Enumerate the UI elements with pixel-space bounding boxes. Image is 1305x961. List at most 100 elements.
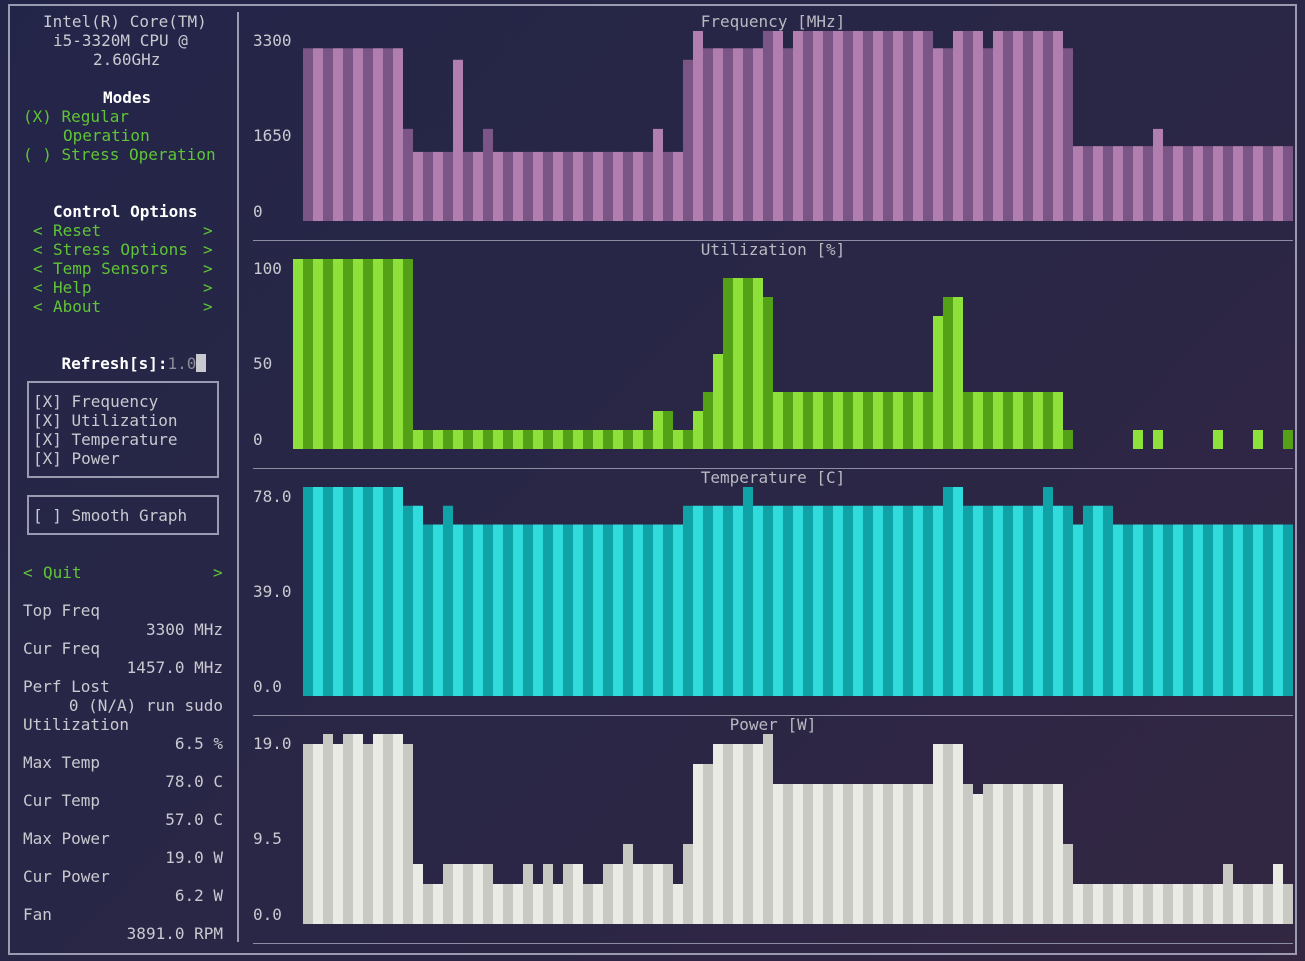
bar: [523, 430, 533, 449]
bar: [533, 430, 543, 449]
bar: [993, 31, 1003, 221]
bar: [773, 392, 783, 449]
bar: [1153, 430, 1163, 449]
bar: [1183, 884, 1193, 924]
bar: [923, 392, 933, 449]
bar: [503, 151, 513, 221]
bar: [363, 48, 373, 221]
bar: [483, 864, 493, 924]
bar: [403, 259, 413, 449]
bar: [593, 430, 603, 449]
bar: [1213, 524, 1223, 696]
bar: [993, 784, 1003, 924]
bar: [373, 734, 383, 924]
bar: [843, 784, 853, 924]
bar: [1263, 884, 1273, 924]
bar: [973, 505, 983, 696]
bar: [553, 524, 563, 696]
bar: [783, 48, 793, 221]
bar: [303, 259, 313, 449]
toggle-temperature-checkbox[interactable]: [X] Temperature: [33, 430, 178, 449]
bar: [323, 487, 333, 696]
bar: [703, 392, 713, 449]
bar: [903, 784, 913, 924]
bar: [683, 430, 693, 449]
bar: [913, 505, 923, 696]
stat-top-freq-value: 3300 MHz: [145, 620, 223, 639]
bar: [813, 31, 823, 221]
bar: [1063, 844, 1073, 924]
mode-stress-radio[interactable]: ( ) Stress Operation: [23, 145, 216, 164]
bar: [443, 430, 453, 449]
bar: [1223, 146, 1233, 221]
bar: [643, 151, 653, 221]
bar: [1133, 884, 1143, 924]
bar: [303, 487, 313, 696]
stat-max-power-value: 19.0 W: [165, 848, 223, 867]
stat-cur-temp-value: 57.0 C: [165, 810, 223, 829]
bar: [1033, 392, 1043, 449]
bar: [623, 151, 633, 221]
bar: [713, 505, 723, 696]
bar: [833, 392, 843, 449]
bar: [443, 505, 453, 696]
bar: [403, 744, 413, 924]
bar: [1093, 884, 1103, 924]
bar: [873, 392, 883, 449]
bar: [1003, 505, 1013, 696]
bar: [853, 31, 863, 221]
toggle-power-checkbox[interactable]: [X] Power: [33, 449, 120, 468]
refresh-input[interactable]: 1.0: [167, 354, 197, 373]
bar: [353, 48, 363, 221]
bar: [503, 884, 513, 924]
smooth-graph-checkbox[interactable]: [ ] Smooth Graph: [33, 506, 188, 525]
bar: [1153, 884, 1163, 924]
bar: [1203, 524, 1213, 696]
bar: [1053, 31, 1063, 221]
bar: [1013, 784, 1023, 924]
bar: [323, 259, 333, 449]
bar: [933, 505, 943, 696]
bar: [313, 487, 323, 696]
stat-perf-lost-value: 0 (N/A) run sudo: [68, 696, 223, 715]
bar: [383, 487, 393, 696]
bar: [1133, 430, 1143, 449]
bar: [943, 48, 953, 221]
bar: [363, 744, 373, 924]
bar: [643, 524, 653, 696]
bar: [803, 784, 813, 924]
control-item-label: Temp Sensors: [53, 259, 169, 278]
bar: [1023, 505, 1033, 696]
bar: [1263, 524, 1273, 696]
bar: [833, 505, 843, 696]
bar: [813, 784, 823, 924]
stat-cur-power-label: Cur Power: [23, 867, 110, 886]
bar: [1033, 31, 1043, 221]
smooth-graph-box: [27, 495, 219, 535]
bar: [323, 734, 333, 924]
bar: [563, 524, 573, 696]
bar: [453, 864, 463, 924]
bar: [633, 430, 643, 449]
bar: [753, 505, 763, 696]
bar: [513, 524, 523, 696]
bar: [413, 505, 423, 696]
y-tick-label: 0.0: [253, 677, 282, 696]
toggle-frequency-checkbox[interactable]: [X] Frequency: [33, 392, 159, 411]
bar: [893, 31, 903, 221]
stat-max-power-label: Max Power: [23, 829, 110, 848]
bar: [933, 744, 943, 924]
stat-max-temp-label: Max Temp: [23, 753, 101, 772]
bar: [633, 524, 643, 696]
refresh-field[interactable]: Refresh[s]:1.0: [23, 335, 207, 392]
bar: [623, 844, 633, 924]
bracket-right: >: [203, 297, 213, 316]
temperature-bars: [303, 487, 1293, 696]
bar: [903, 392, 913, 449]
bar: [833, 784, 843, 924]
bar: [613, 430, 623, 449]
toggle-utilization-checkbox[interactable]: [X] Utilization: [33, 411, 178, 430]
bar: [1063, 48, 1073, 221]
bar: [723, 278, 733, 449]
bar: [1173, 524, 1183, 696]
